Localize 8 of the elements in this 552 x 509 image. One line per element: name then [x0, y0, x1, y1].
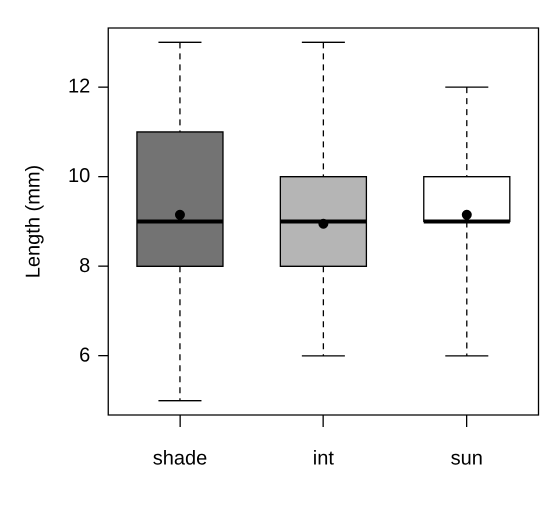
- x-tick-label: sun: [450, 448, 483, 470]
- y-tick-label: 10: [68, 165, 90, 188]
- y-tick-label: 6: [79, 344, 90, 366]
- x-tick-label: shade: [152, 448, 208, 470]
- y-tick-label: 12: [68, 76, 90, 98]
- y-axis-title: Length (mm): [22, 164, 45, 278]
- x-tick-label: int: [312, 448, 334, 470]
- y-tick-label: 8: [79, 254, 90, 277]
